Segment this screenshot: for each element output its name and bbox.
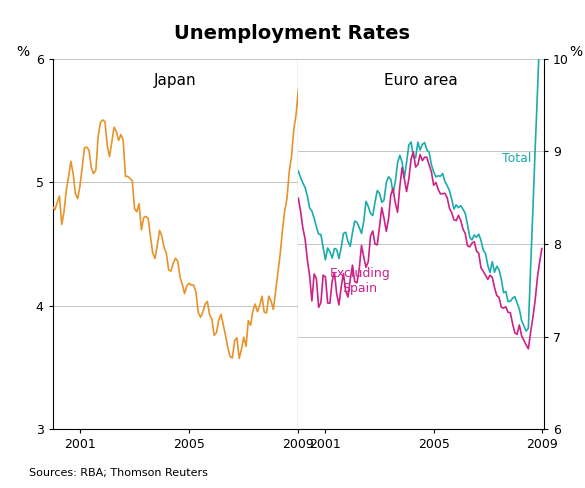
Text: Unemployment Rates: Unemployment Rates <box>174 24 411 43</box>
Text: Excluding
Spain: Excluding Spain <box>329 267 390 295</box>
Text: Japan: Japan <box>154 73 197 88</box>
Text: %: % <box>16 44 30 59</box>
Text: Total: Total <box>503 152 532 165</box>
Text: %: % <box>569 44 583 59</box>
Text: Sources: RBA; Thomson Reuters: Sources: RBA; Thomson Reuters <box>29 468 208 478</box>
Text: Euro area: Euro area <box>384 73 458 88</box>
